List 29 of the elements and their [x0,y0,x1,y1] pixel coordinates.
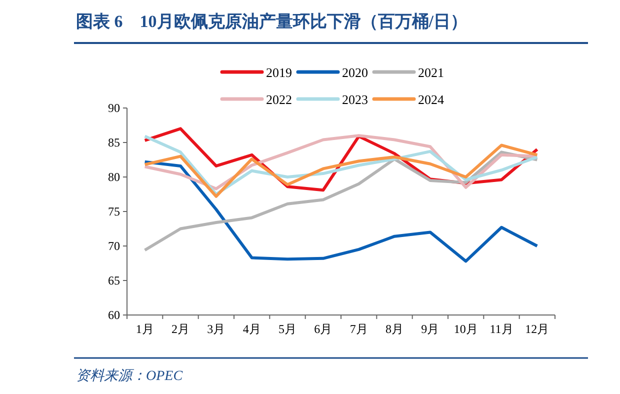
line-series [143,160,539,263]
x-tick-label: 2月 [172,322,190,336]
x-tick-label: 8月 [386,322,404,336]
x-tick-label: 4月 [242,322,261,336]
legend-label: 2019 [266,65,292,80]
y-tick-label: 90 [108,101,120,115]
y-tick-label: 75 [108,204,120,218]
y-tick-label: 65 [108,274,120,288]
legend-label: 2024 [418,92,444,107]
legend-label: 2023 [342,92,368,107]
y-tick-label: 70 [108,239,120,253]
x-tick-label: 10月 [454,322,478,336]
x-tick-label: 7月 [350,322,368,336]
legend-label: 2020 [342,65,368,80]
x-tick-label: 5月 [278,322,296,336]
line-series [143,144,539,198]
legend-label: 2022 [266,92,292,107]
text: 资料来源：OPEC [76,368,184,384]
y-tick-label: 80 [108,170,120,184]
x-tick-label: 12月 [525,322,550,336]
x-tick-label: 6月 [314,322,332,336]
title: 图表 6 10月欧佩克原油产量环比下滑（百万桶/日） [76,12,468,31]
x-tick-label: 9月 [421,322,440,336]
y-tick-label: 85 [108,136,120,150]
x-tick-label: 1月 [136,322,154,336]
x-tick-label: 3月 [207,322,226,336]
x-tick-label: 11月 [490,322,514,336]
y-tick-label: 60 [108,308,120,322]
legend-label: 2021 [418,65,444,80]
